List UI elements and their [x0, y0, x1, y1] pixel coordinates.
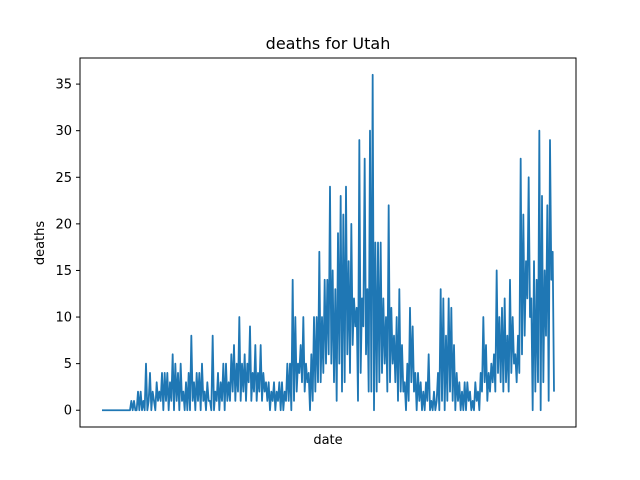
y-tick-label-5: 5	[64, 357, 72, 372]
y-tick-label-30: 30	[55, 124, 72, 139]
y-axis: 0 5 10 15 20 25 30 35	[55, 78, 80, 419]
axes-frame	[79, 57, 577, 428]
y-tick-label-25: 25	[55, 171, 72, 186]
y-axis-label: deaths	[33, 221, 48, 266]
chart-title: deaths for Utah	[266, 34, 391, 53]
y-tick-label-20: 20	[55, 217, 72, 232]
y-tick-label-35: 35	[55, 78, 72, 93]
series-line-deaths	[102, 73, 555, 412]
plot-area	[102, 73, 555, 412]
y-tick-label-10: 10	[55, 311, 72, 326]
y-tick-label-15: 15	[55, 264, 72, 279]
y-tick-label-0: 0	[64, 404, 72, 419]
x-axis-label: date	[313, 433, 342, 448]
